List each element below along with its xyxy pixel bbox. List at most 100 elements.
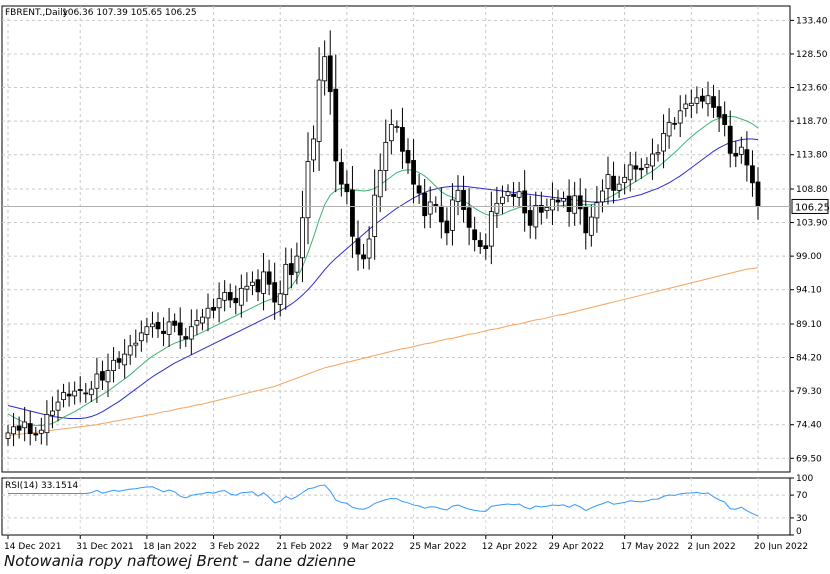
candle bbox=[122, 339, 128, 379]
candle-body-up bbox=[105, 370, 111, 383]
price-tick-label: 118.70 bbox=[796, 117, 828, 127]
candle-body-up bbox=[138, 332, 144, 342]
candle-body-down bbox=[522, 190, 528, 214]
price-tick-label: 103.90 bbox=[796, 219, 828, 229]
candle bbox=[422, 179, 428, 229]
candle bbox=[450, 183, 455, 246]
candle-body-down bbox=[672, 122, 678, 125]
candle-body-up bbox=[600, 190, 605, 203]
candle-body-down bbox=[255, 279, 261, 293]
candle-body-down bbox=[161, 330, 166, 334]
candle-body-up bbox=[38, 429, 44, 434]
candle-body-down bbox=[100, 371, 105, 381]
candle-body-up bbox=[216, 298, 222, 309]
candle bbox=[694, 86, 700, 114]
candle-body-up bbox=[694, 97, 700, 104]
candle bbox=[455, 175, 461, 216]
price-tick-label: 94.10 bbox=[796, 286, 822, 296]
price-tick-label: 74.40 bbox=[796, 421, 822, 431]
candle bbox=[366, 226, 372, 270]
rsi-panel: 100 70 30 0 RSI(14) 33.1514 bbox=[1, 474, 813, 537]
candle bbox=[672, 116, 678, 130]
candle bbox=[616, 175, 622, 198]
candle-body-down bbox=[83, 392, 89, 395]
candle bbox=[688, 89, 694, 119]
candle-body-up bbox=[22, 421, 28, 429]
candle-body-up bbox=[383, 141, 389, 171]
candle-body-up bbox=[194, 320, 200, 326]
candle-body-down bbox=[405, 150, 411, 164]
candle-body-up bbox=[500, 196, 505, 204]
candle bbox=[750, 150, 755, 197]
candle bbox=[144, 317, 150, 343]
candle-body-up bbox=[205, 307, 211, 319]
candle bbox=[572, 181, 578, 226]
candle-body-down bbox=[155, 321, 161, 330]
candle bbox=[311, 125, 316, 173]
candle-body-up bbox=[188, 326, 194, 340]
candle-body-down bbox=[16, 425, 22, 431]
candle-body-up bbox=[394, 126, 400, 129]
candle bbox=[605, 156, 611, 205]
candle-body-up bbox=[11, 426, 16, 435]
candle bbox=[655, 144, 661, 162]
candle bbox=[716, 89, 722, 133]
candle-body-down bbox=[477, 240, 483, 247]
candle bbox=[583, 188, 589, 250]
price-tick-label: 133.40 bbox=[796, 16, 828, 26]
candle-body-down bbox=[555, 199, 561, 203]
candle-body-down bbox=[727, 125, 733, 154]
candle bbox=[394, 120, 400, 133]
candle-body-up bbox=[677, 110, 683, 124]
candle bbox=[194, 309, 200, 336]
last-price-badge: 106.25 bbox=[791, 198, 830, 214]
candle-body-down bbox=[66, 393, 72, 397]
time-tick-label: 31 Dec 2021 bbox=[76, 542, 134, 550]
candle-body-up bbox=[250, 281, 255, 286]
candle bbox=[466, 188, 472, 246]
candle bbox=[350, 166, 355, 258]
candle bbox=[527, 195, 533, 239]
candle bbox=[344, 170, 350, 205]
candle bbox=[566, 179, 572, 227]
candle-body-down bbox=[433, 204, 439, 206]
candle bbox=[594, 186, 600, 233]
candle bbox=[294, 242, 300, 285]
candle-body-down bbox=[288, 263, 294, 276]
candle-body-up bbox=[300, 217, 305, 259]
candle bbox=[711, 84, 716, 118]
candle bbox=[361, 243, 366, 269]
candle bbox=[355, 220, 361, 271]
candle bbox=[722, 101, 728, 137]
candle bbox=[94, 357, 100, 403]
candle-body-up bbox=[94, 373, 100, 389]
candle bbox=[83, 382, 89, 403]
candle bbox=[88, 380, 94, 403]
time-tick-label: 17 May 2022 bbox=[621, 542, 680, 550]
candle bbox=[738, 136, 744, 164]
time-tick-label: 3 Feb 2022 bbox=[210, 542, 260, 550]
candle bbox=[744, 131, 750, 182]
time-tick-label: 25 Mar 2022 bbox=[410, 542, 467, 550]
candle bbox=[77, 376, 83, 403]
candle bbox=[327, 30, 333, 115]
ma-mid-line bbox=[7, 138, 759, 420]
candle-body-up bbox=[627, 164, 633, 181]
candle bbox=[261, 253, 266, 311]
candle-body-down bbox=[461, 189, 466, 210]
candle-body-down bbox=[733, 152, 739, 157]
candle bbox=[22, 406, 28, 442]
candle bbox=[577, 178, 583, 225]
candle-body-up bbox=[683, 103, 689, 109]
price-tick-label: 79.30 bbox=[796, 387, 822, 397]
candle-body-up bbox=[316, 79, 322, 142]
candle bbox=[250, 271, 255, 296]
candle-body-down bbox=[566, 195, 572, 212]
candle bbox=[205, 293, 211, 332]
candle-body-up bbox=[738, 146, 744, 155]
candle-body-down bbox=[227, 292, 233, 301]
ma-slow-line bbox=[7, 267, 759, 437]
time-tick-label: 12 Apr 2022 bbox=[482, 542, 538, 550]
time-tick-label: 18 Jan 2022 bbox=[143, 542, 197, 550]
candle bbox=[5, 424, 11, 446]
